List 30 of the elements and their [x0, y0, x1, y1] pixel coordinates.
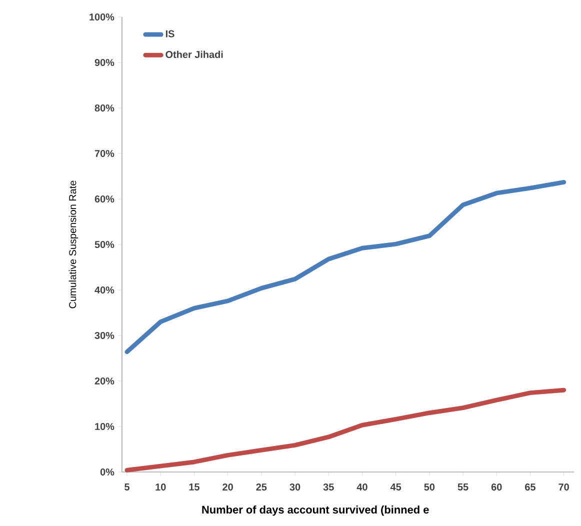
- x-tick-label: 55: [458, 484, 468, 490]
- x-tick-label: 5: [124, 484, 130, 490]
- legend-label: Other Jihadi: [166, 50, 223, 58]
- line-series: [124, 180, 566, 354]
- y-tick-label: 80%: [94, 104, 114, 112]
- y-tick-label: 40%: [94, 286, 114, 294]
- y-tick-label: 10%: [95, 422, 114, 430]
- y-tick-label: 0%: [100, 468, 114, 476]
- y-tick-label: 50%: [94, 240, 114, 248]
- x-tick-label: 40: [356, 484, 368, 491]
- y-tick-label: 30%: [94, 332, 114, 340]
- x-tick-label: 45: [390, 484, 402, 490]
- x-tick-label: 35: [323, 484, 334, 491]
- x-tick-label: 60: [491, 484, 502, 491]
- x-tick-label: 25: [256, 484, 267, 491]
- x-tick-label: 50: [424, 484, 435, 491]
- y-tick-label: 60%: [94, 195, 114, 203]
- y-tick-label: 20%: [94, 377, 114, 385]
- y-tick-label: 90%: [94, 58, 114, 66]
- y-axis-title: Cumulative Suspension Rate: [68, 180, 78, 308]
- x-tick-label: 30: [290, 484, 300, 491]
- x-tick-label: 15: [189, 484, 200, 490]
- x-axis-title: Number of days account survived (binned e: [202, 506, 429, 516]
- y-tick-label: 100%: [90, 13, 114, 21]
- x-tick-label: 65: [525, 484, 536, 491]
- y-tick-label: 70%: [94, 150, 114, 158]
- legend-label: IS: [166, 30, 174, 38]
- x-tick-label: 70: [558, 484, 569, 491]
- x-tick-label: 10: [156, 484, 166, 491]
- x-tick-label: 20: [222, 484, 233, 491]
